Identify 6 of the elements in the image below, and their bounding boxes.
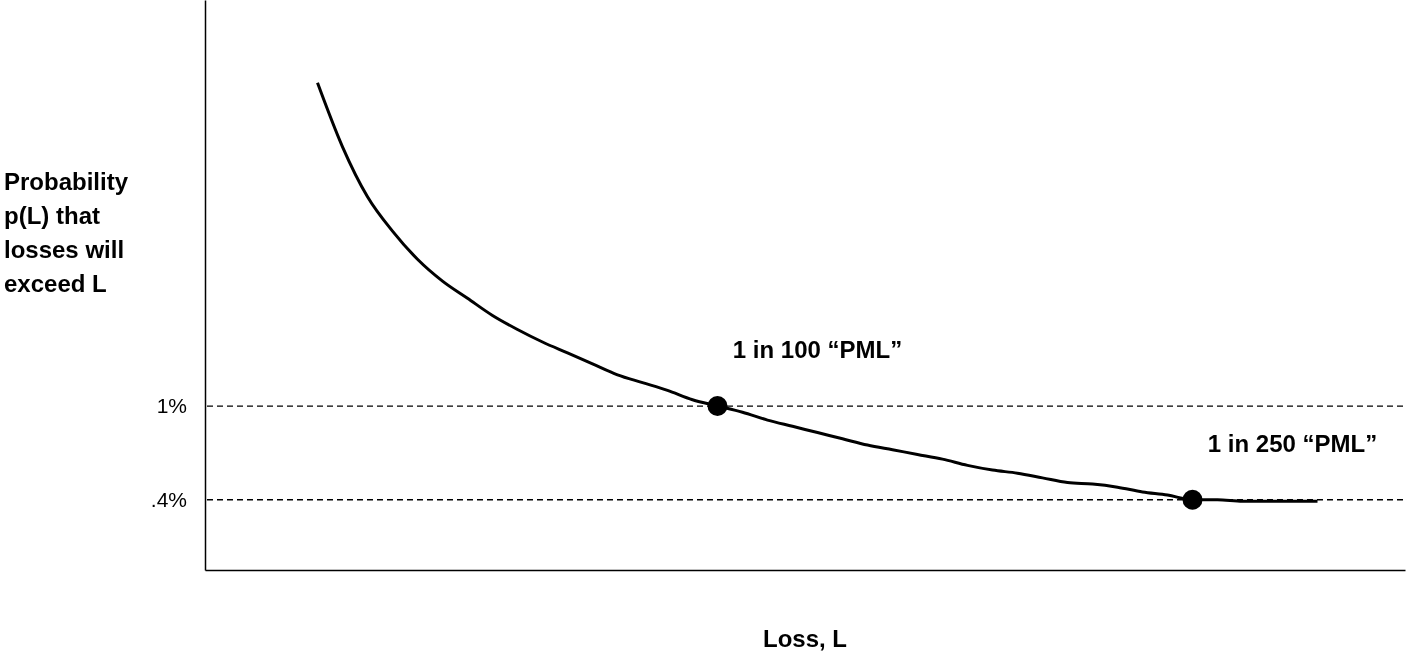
y-axis-title: Probability p(L) that losses will exceed L (4, 168, 129, 297)
y-tick-label: 1% (156, 394, 187, 418)
annotation: 1 in 250 “PML” (1207, 429, 1378, 457)
y-tick-label: .4% (150, 487, 187, 511)
x-axis-title: Loss, L (762, 625, 848, 652)
annotation: 1 in 100 “PML” (732, 336, 903, 364)
